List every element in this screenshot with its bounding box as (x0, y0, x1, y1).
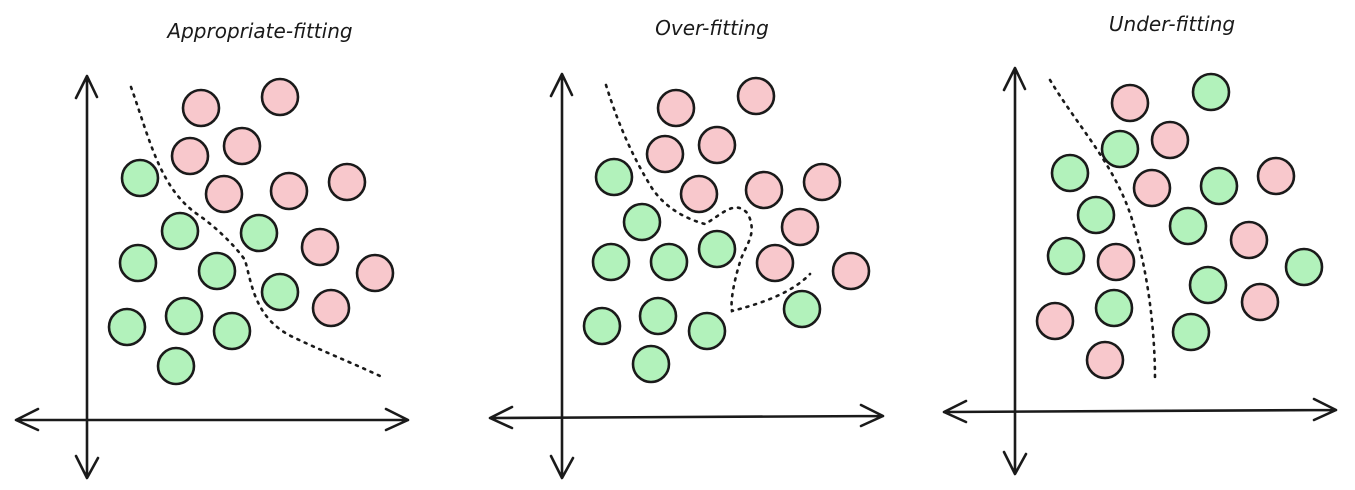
red-data-point (300, 227, 340, 267)
green-data-point (1046, 236, 1086, 276)
red-data-point (1096, 242, 1136, 282)
green-data-point (260, 272, 300, 312)
y-axis-arrow (549, 72, 575, 480)
green-data-point (1076, 195, 1116, 235)
green-data-point (156, 346, 196, 386)
red-data-point (1256, 156, 1296, 196)
green-data-point (1284, 247, 1324, 287)
x-axis-arrow (942, 397, 1338, 424)
green-data-point (212, 311, 252, 351)
green-data-point (782, 289, 822, 329)
red-data-point (181, 88, 221, 128)
decision-boundary (129, 85, 382, 378)
green-data-point (1050, 153, 1090, 193)
green-data-point (697, 229, 737, 269)
panel-under-fitting: Under-fitting (942, 12, 1338, 476)
red-data-point (204, 174, 244, 214)
green-data-point (582, 306, 622, 346)
green-data-point (1191, 72, 1231, 112)
red-data-point (1240, 282, 1280, 322)
panel-title-appropriate-fitting: Appropriate-fitting (165, 19, 352, 43)
green-data-point (594, 157, 634, 197)
red-data-point (744, 170, 784, 210)
panel-appropriate-fitting: Appropriate-fitting (14, 19, 410, 480)
green-data-point (164, 296, 204, 336)
green-data-point (107, 307, 147, 347)
x-axis-arrow (14, 407, 410, 432)
red-data-point (831, 251, 871, 291)
green-data-point (1100, 129, 1140, 169)
green-data-point (631, 344, 671, 384)
red-data-point (755, 243, 795, 283)
panel-over-fitting: Over-fitting (488, 16, 885, 480)
data-points (1035, 72, 1324, 380)
red-data-point (645, 134, 685, 174)
data-points (582, 76, 871, 384)
green-data-point (1171, 312, 1211, 352)
red-data-point (780, 207, 820, 247)
green-data-point (120, 158, 160, 198)
red-data-point (679, 174, 719, 214)
red-data-point (260, 77, 300, 117)
green-data-point (1094, 288, 1134, 328)
red-data-point (1035, 301, 1075, 341)
green-data-point (687, 311, 727, 351)
red-data-point (736, 76, 776, 116)
red-data-point (269, 171, 309, 211)
green-data-point (197, 251, 237, 291)
red-data-point (222, 126, 262, 166)
panel-title-under-fitting: Under-fitting (1109, 12, 1235, 36)
panel-title-over-fitting: Over-fitting (655, 16, 769, 40)
axes (14, 74, 410, 480)
red-data-point (1110, 83, 1150, 123)
green-data-point (239, 213, 279, 253)
red-data-point (355, 253, 395, 293)
red-data-point (170, 136, 210, 176)
green-data-point (638, 296, 678, 336)
red-data-point (1229, 220, 1269, 260)
decision-boundary (604, 83, 812, 313)
axes (942, 66, 1338, 476)
red-data-point (1132, 168, 1172, 208)
red-data-point (1150, 120, 1190, 160)
data-points (107, 77, 395, 386)
green-data-point (622, 202, 662, 242)
red-data-point (802, 162, 842, 202)
green-data-point (1168, 206, 1208, 246)
red-data-point (327, 162, 367, 202)
green-data-point (1188, 265, 1228, 305)
y-axis-arrow (74, 74, 100, 480)
red-data-point (697, 125, 737, 165)
green-data-point (160, 211, 200, 251)
green-data-point (591, 242, 631, 282)
red-data-point (656, 88, 696, 128)
x-axis-arrow (488, 403, 885, 430)
red-data-point (311, 288, 351, 328)
green-data-point (649, 242, 689, 282)
green-data-point (118, 243, 158, 283)
axes (488, 72, 885, 480)
green-data-point (1199, 166, 1239, 206)
red-data-point (1085, 340, 1125, 380)
y-axis-arrow (1002, 66, 1028, 476)
